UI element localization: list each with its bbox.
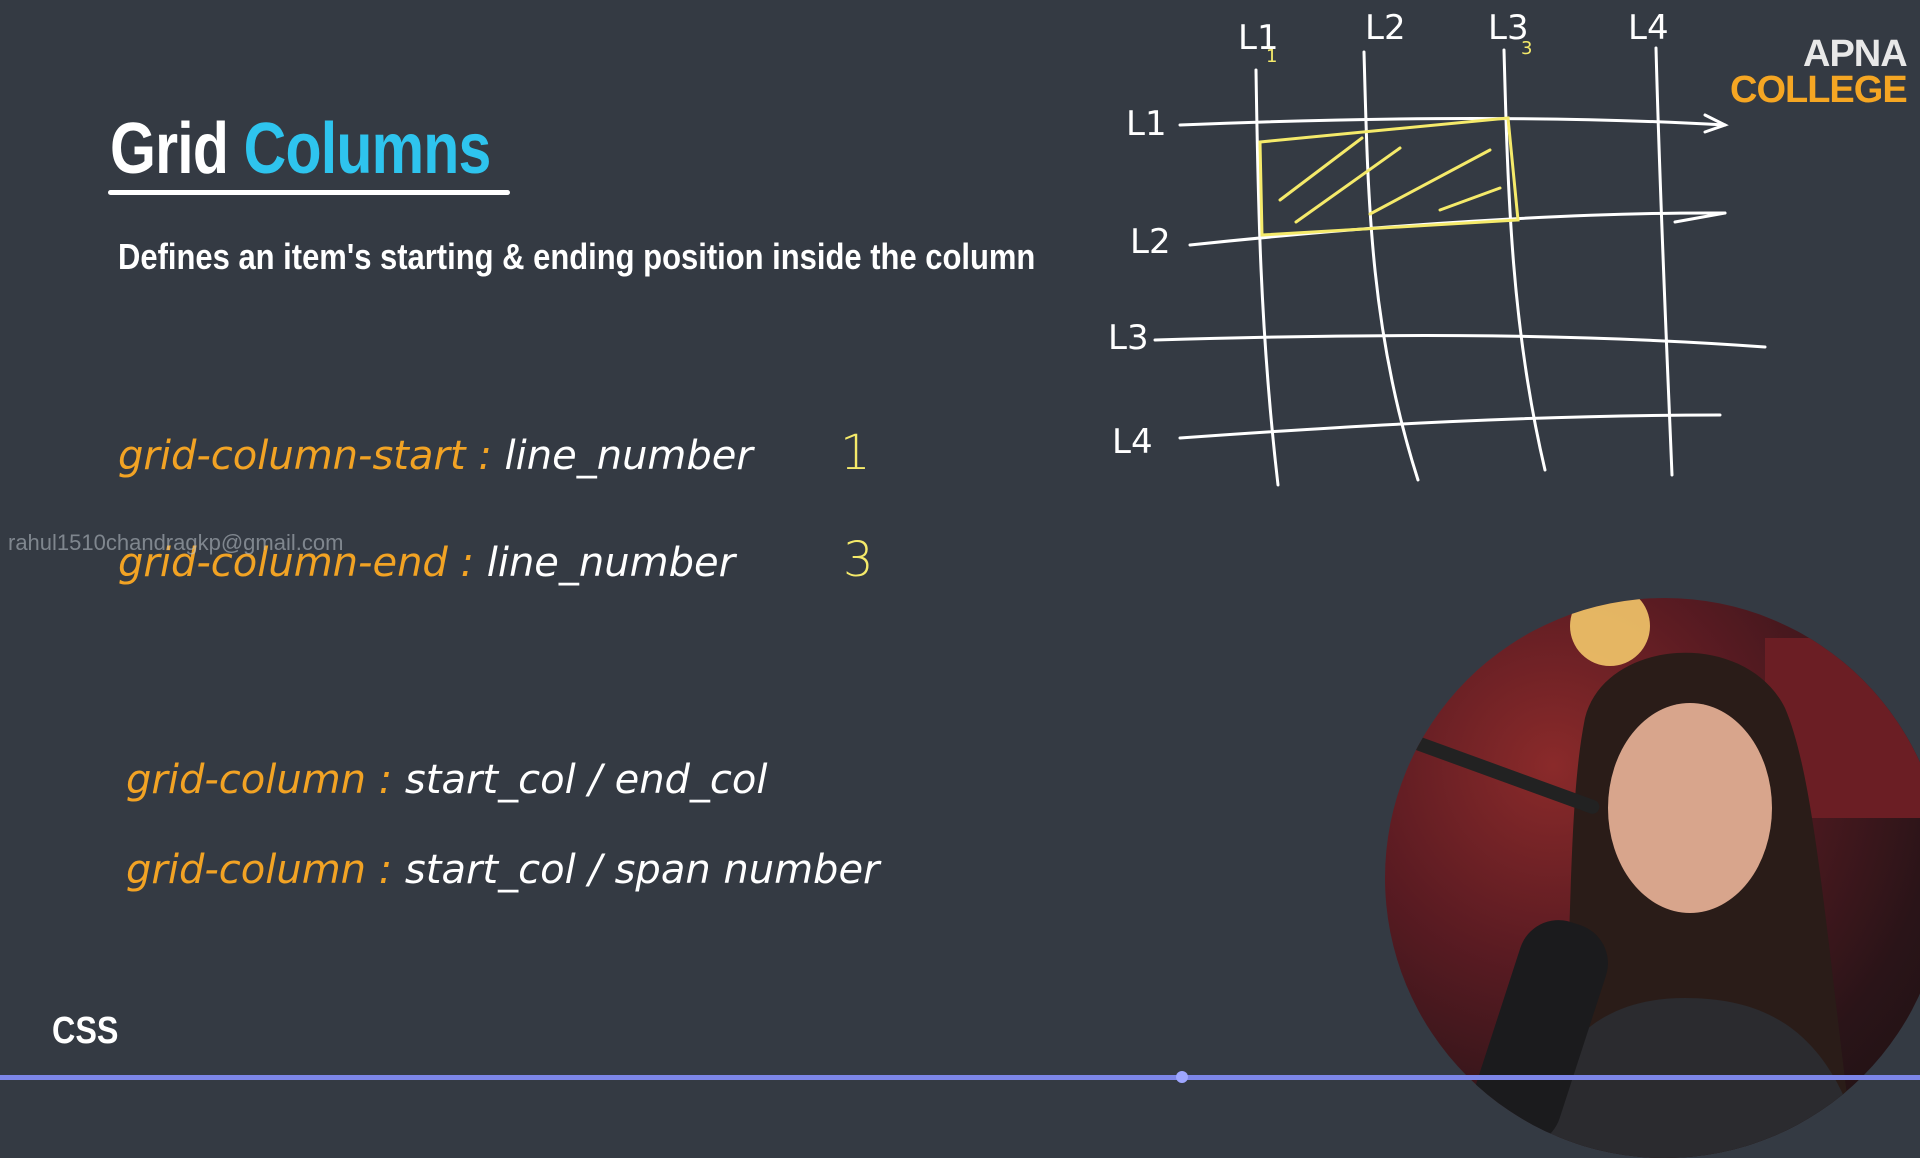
diagram-mark-3: 3 <box>1521 38 1533 59</box>
property-name: grid-column : <box>126 757 393 803</box>
slide-subtitle: Defines an item's starting & ending posi… <box>118 236 1036 277</box>
video-progress-handle[interactable] <box>1176 1071 1188 1083</box>
property-value: start_col / end_col <box>392 757 768 803</box>
hatch-line <box>1294 146 1402 224</box>
row-line-4 <box>1178 413 1722 440</box>
logo-line-2: COLLEGE <box>1730 69 1908 111</box>
hatch-line <box>1368 148 1492 216</box>
property-value: start_col / span number <box>392 847 880 893</box>
column-label-l4: L4 <box>1628 8 1669 48</box>
section-label: CSS <box>52 1010 119 1052</box>
hatch-line <box>1438 186 1502 212</box>
row-label-l3: L3 <box>1108 318 1149 358</box>
brand-logo: APNA COLLEGE <box>1730 33 1908 111</box>
property-value: line_number <box>474 540 736 586</box>
handwritten-number-start: 1 <box>840 425 871 481</box>
microphone-arm <box>1410 736 1600 814</box>
property-value: line_number <box>491 433 753 479</box>
row-arrow-2 <box>1673 211 1727 224</box>
code-line-column-end: grid-column-end : line_number <box>118 540 735 586</box>
code-line-column-start: grid-column-start : line_number <box>118 433 753 479</box>
column-line-3 <box>1502 48 1547 472</box>
column-line-1 <box>1254 68 1280 487</box>
code-line-column-shorthand: grid-column : start_col / end_col <box>126 757 768 803</box>
title-accent: Columns <box>243 109 492 189</box>
diagram-mark-1: 1 <box>1266 46 1278 67</box>
slide-title: Grid Columns <box>110 108 491 190</box>
highlight-box <box>1258 116 1520 237</box>
hatch-line <box>1278 136 1364 202</box>
highlighted-area <box>1258 116 1520 237</box>
row-label-l1: L1 <box>1126 104 1167 144</box>
property-name: grid-column : <box>126 847 393 893</box>
row-label-l4: L4 <box>1112 422 1153 462</box>
row-line-1 <box>1178 117 1727 127</box>
watermark-email: rahul1510chandragkp@gmail.com <box>8 530 344 555</box>
row-arrow-1 <box>1703 113 1729 134</box>
row-line-2 <box>1188 211 1727 247</box>
row-line-3 <box>1153 334 1767 349</box>
column-line-2 <box>1362 50 1420 482</box>
grid-lines-diagram <box>1153 46 1767 487</box>
property-name: grid-column-start : <box>118 433 492 479</box>
column-label-l3: L3 <box>1488 8 1529 48</box>
handwritten-number-end: 3 <box>843 532 874 588</box>
presenter-webcam <box>1385 598 1920 1158</box>
column-line-4 <box>1654 46 1674 477</box>
column-label-l2: L2 <box>1365 8 1406 48</box>
code-line-column-span: grid-column : start_col / span number <box>126 847 880 893</box>
background-lamp <box>1570 598 1650 666</box>
presenter-face <box>1608 703 1772 913</box>
title-underline <box>108 190 510 195</box>
property-name: grid-column-end : <box>118 540 474 586</box>
title-main: Grid <box>110 109 229 189</box>
video-progress-bar[interactable] <box>0 1075 1920 1080</box>
logo-line-1: APNA <box>1803 33 1908 75</box>
row-label-l2: L2 <box>1130 222 1171 262</box>
presenter-illustration <box>1410 598 1920 1158</box>
column-label-l1: L1 <box>1238 18 1279 58</box>
